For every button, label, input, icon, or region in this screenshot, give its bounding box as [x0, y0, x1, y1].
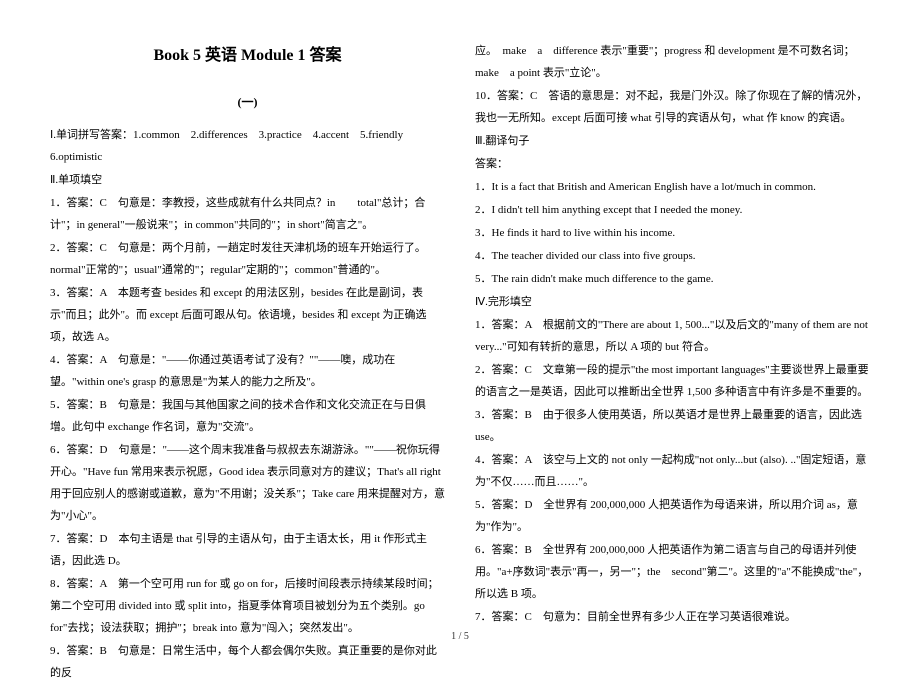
- answer-3: 3．答案：A 本题考查 besides 和 except 的用法区别，besid…: [50, 282, 445, 348]
- answer-10: 10．答案：C 答语的意思是：对不起，我是门外汉。除了你现在了解的情况外，我也一…: [475, 85, 870, 129]
- answer-9: 9．答案：B 句意是：日常生活中，每个人都会偶尔失败。真正重要的是你对此的反: [50, 640, 445, 684]
- answer-9-cont: 应。 make a difference 表示"重要"；progress 和 d…: [475, 40, 870, 84]
- left-column: Book 5 英语 Module 1 答案 (一) Ⅰ.单词拼写答案：1.com…: [50, 40, 445, 630]
- translation-5: 5．The rain didn't make much difference t…: [475, 268, 870, 290]
- cloze-6: 6．答案：B 全世界有 200,000,000 人把英语作为第二语言与自己的母语…: [475, 539, 870, 605]
- translation-2: 2．I didn't tell him anything except that…: [475, 199, 870, 221]
- cloze-2: 2．答案：C 文章第一段的提示"the most important langu…: [475, 359, 870, 403]
- cloze-3: 3．答案：B 由于很多人使用英语，所以英语才是世界上最重要的语言，因此选 use…: [475, 404, 870, 448]
- cloze-4: 4．答案：A 该空与上文的 not only 一起构成"not only...b…: [475, 449, 870, 493]
- answer-6: 6．答案：D 句意是："——这个周末我准备与叔叔去东湖游泳。""——祝你玩得开心…: [50, 439, 445, 527]
- section-4-heading: Ⅳ.完形填空: [475, 291, 870, 313]
- answer-8: 8．答案：A 第一个空可用 run for 或 go on for，后接时间段表…: [50, 573, 445, 639]
- doc-title: Book 5 英语 Module 1 答案: [50, 40, 445, 72]
- right-section: 应。 make a difference 表示"重要"；progress 和 d…: [475, 40, 870, 628]
- document-page: Book 5 英语 Module 1 答案 (一) Ⅰ.单词拼写答案：1.com…: [0, 0, 920, 650]
- answer-1: 1．答案：C 句意是：李教授，这些成就有什么共同点？in total"总计；合计…: [50, 192, 445, 236]
- translation-1: 1．It is a fact that British and American…: [475, 176, 870, 198]
- cloze-1: 1．答案：A 根据前文的"There are about 1, 500..."以…: [475, 314, 870, 358]
- answer-7: 7．答案：D 本句主语是 that 引导的主语从句，由于主语太长，用 it 作形…: [50, 528, 445, 572]
- vocab-answers: Ⅰ.单词拼写答案：1.common 2.differences 3.practi…: [50, 124, 445, 168]
- section-1: Ⅰ.单词拼写答案：1.common 2.differences 3.practi…: [50, 124, 445, 684]
- answer-5: 5．答案：B 句意是：我国与其他国家之间的技术合作和文化交流正在与日俱增。此句中…: [50, 394, 445, 438]
- doc-subtitle: (一): [50, 90, 445, 114]
- translation-4: 4．The teacher divided our class into fiv…: [475, 245, 870, 267]
- page-footer: 1 / 5: [0, 631, 920, 642]
- right-column: 应。 make a difference 表示"重要"；progress 和 d…: [475, 40, 870, 630]
- answer-2: 2．答案：C 句意是：两个月前，一趟定时发往天津机场的班车开始运行了。norma…: [50, 237, 445, 281]
- cloze-7: 7．答案：C 句意为：目前全世界有多少人正在学习英语很难说。: [475, 606, 870, 628]
- translation-3: 3．He finds it hard to live within his in…: [475, 222, 870, 244]
- section-2-heading: Ⅱ.单项填空: [50, 169, 445, 191]
- answer-label: 答案：: [475, 153, 870, 175]
- section-3-heading: Ⅲ.翻译句子: [475, 130, 870, 152]
- cloze-5: 5．答案：D 全世界有 200,000,000 人把英语作为母语来讲，所以用介词…: [475, 494, 870, 538]
- answer-4: 4．答案：A 句意是："——你通过英语考试了没有？""——噢，成功在望。"wit…: [50, 349, 445, 393]
